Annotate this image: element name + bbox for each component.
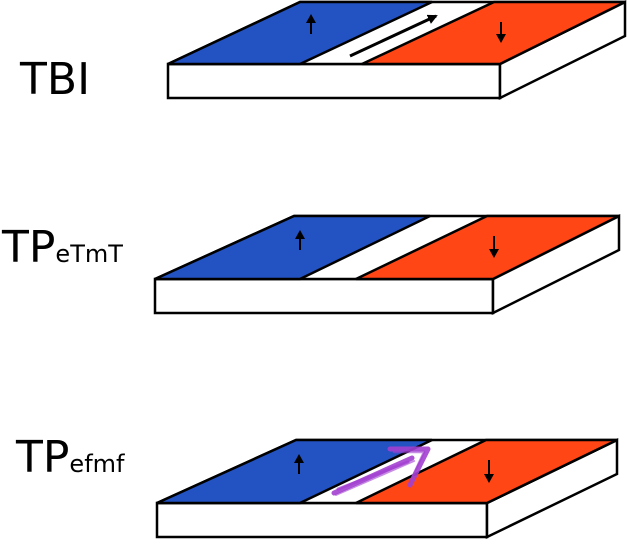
arrow-up-icon <box>294 454 304 474</box>
arrow-down-icon <box>496 22 506 43</box>
row-label-tp-etmt: TPeTmT <box>1 222 123 273</box>
black-straight-arrow <box>349 14 438 58</box>
spin-down-domain <box>361 0 626 66</box>
purple-handdrawn-arrow <box>331 446 431 496</box>
row-tp-etmt: TPeTmT <box>1 213 621 316</box>
row-label-sub: eTmT <box>55 240 123 268</box>
spin-down-domain <box>355 214 620 281</box>
row-label-tbi: TBI <box>19 54 90 105</box>
arrow-up-icon <box>295 230 305 250</box>
slab-tp-etmt <box>153 213 621 316</box>
row-label-sub: efmf <box>69 450 125 478</box>
row-label-main: TP <box>1 222 55 273</box>
spin-up-domain <box>154 214 431 281</box>
row-label-main: TP <box>15 432 69 483</box>
slab-tbi <box>166 0 627 101</box>
slab-tp-efmf <box>155 438 619 539</box>
slab-front-face <box>166 62 502 100</box>
row-label-tp-efmf: TPefmf <box>15 432 125 483</box>
spin-up-domain <box>156 438 433 505</box>
arrow-down-icon <box>489 236 499 258</box>
arrow-down-icon <box>484 460 494 483</box>
arrow-up-icon <box>306 14 316 34</box>
spin-up-domain <box>167 0 433 66</box>
slab-front-face <box>153 277 495 315</box>
spin-down-domain <box>355 438 618 505</box>
slab-front-face <box>155 501 489 539</box>
row-tbi: TBI <box>19 0 627 105</box>
row-tp-efmf: TPefmf <box>15 432 619 539</box>
